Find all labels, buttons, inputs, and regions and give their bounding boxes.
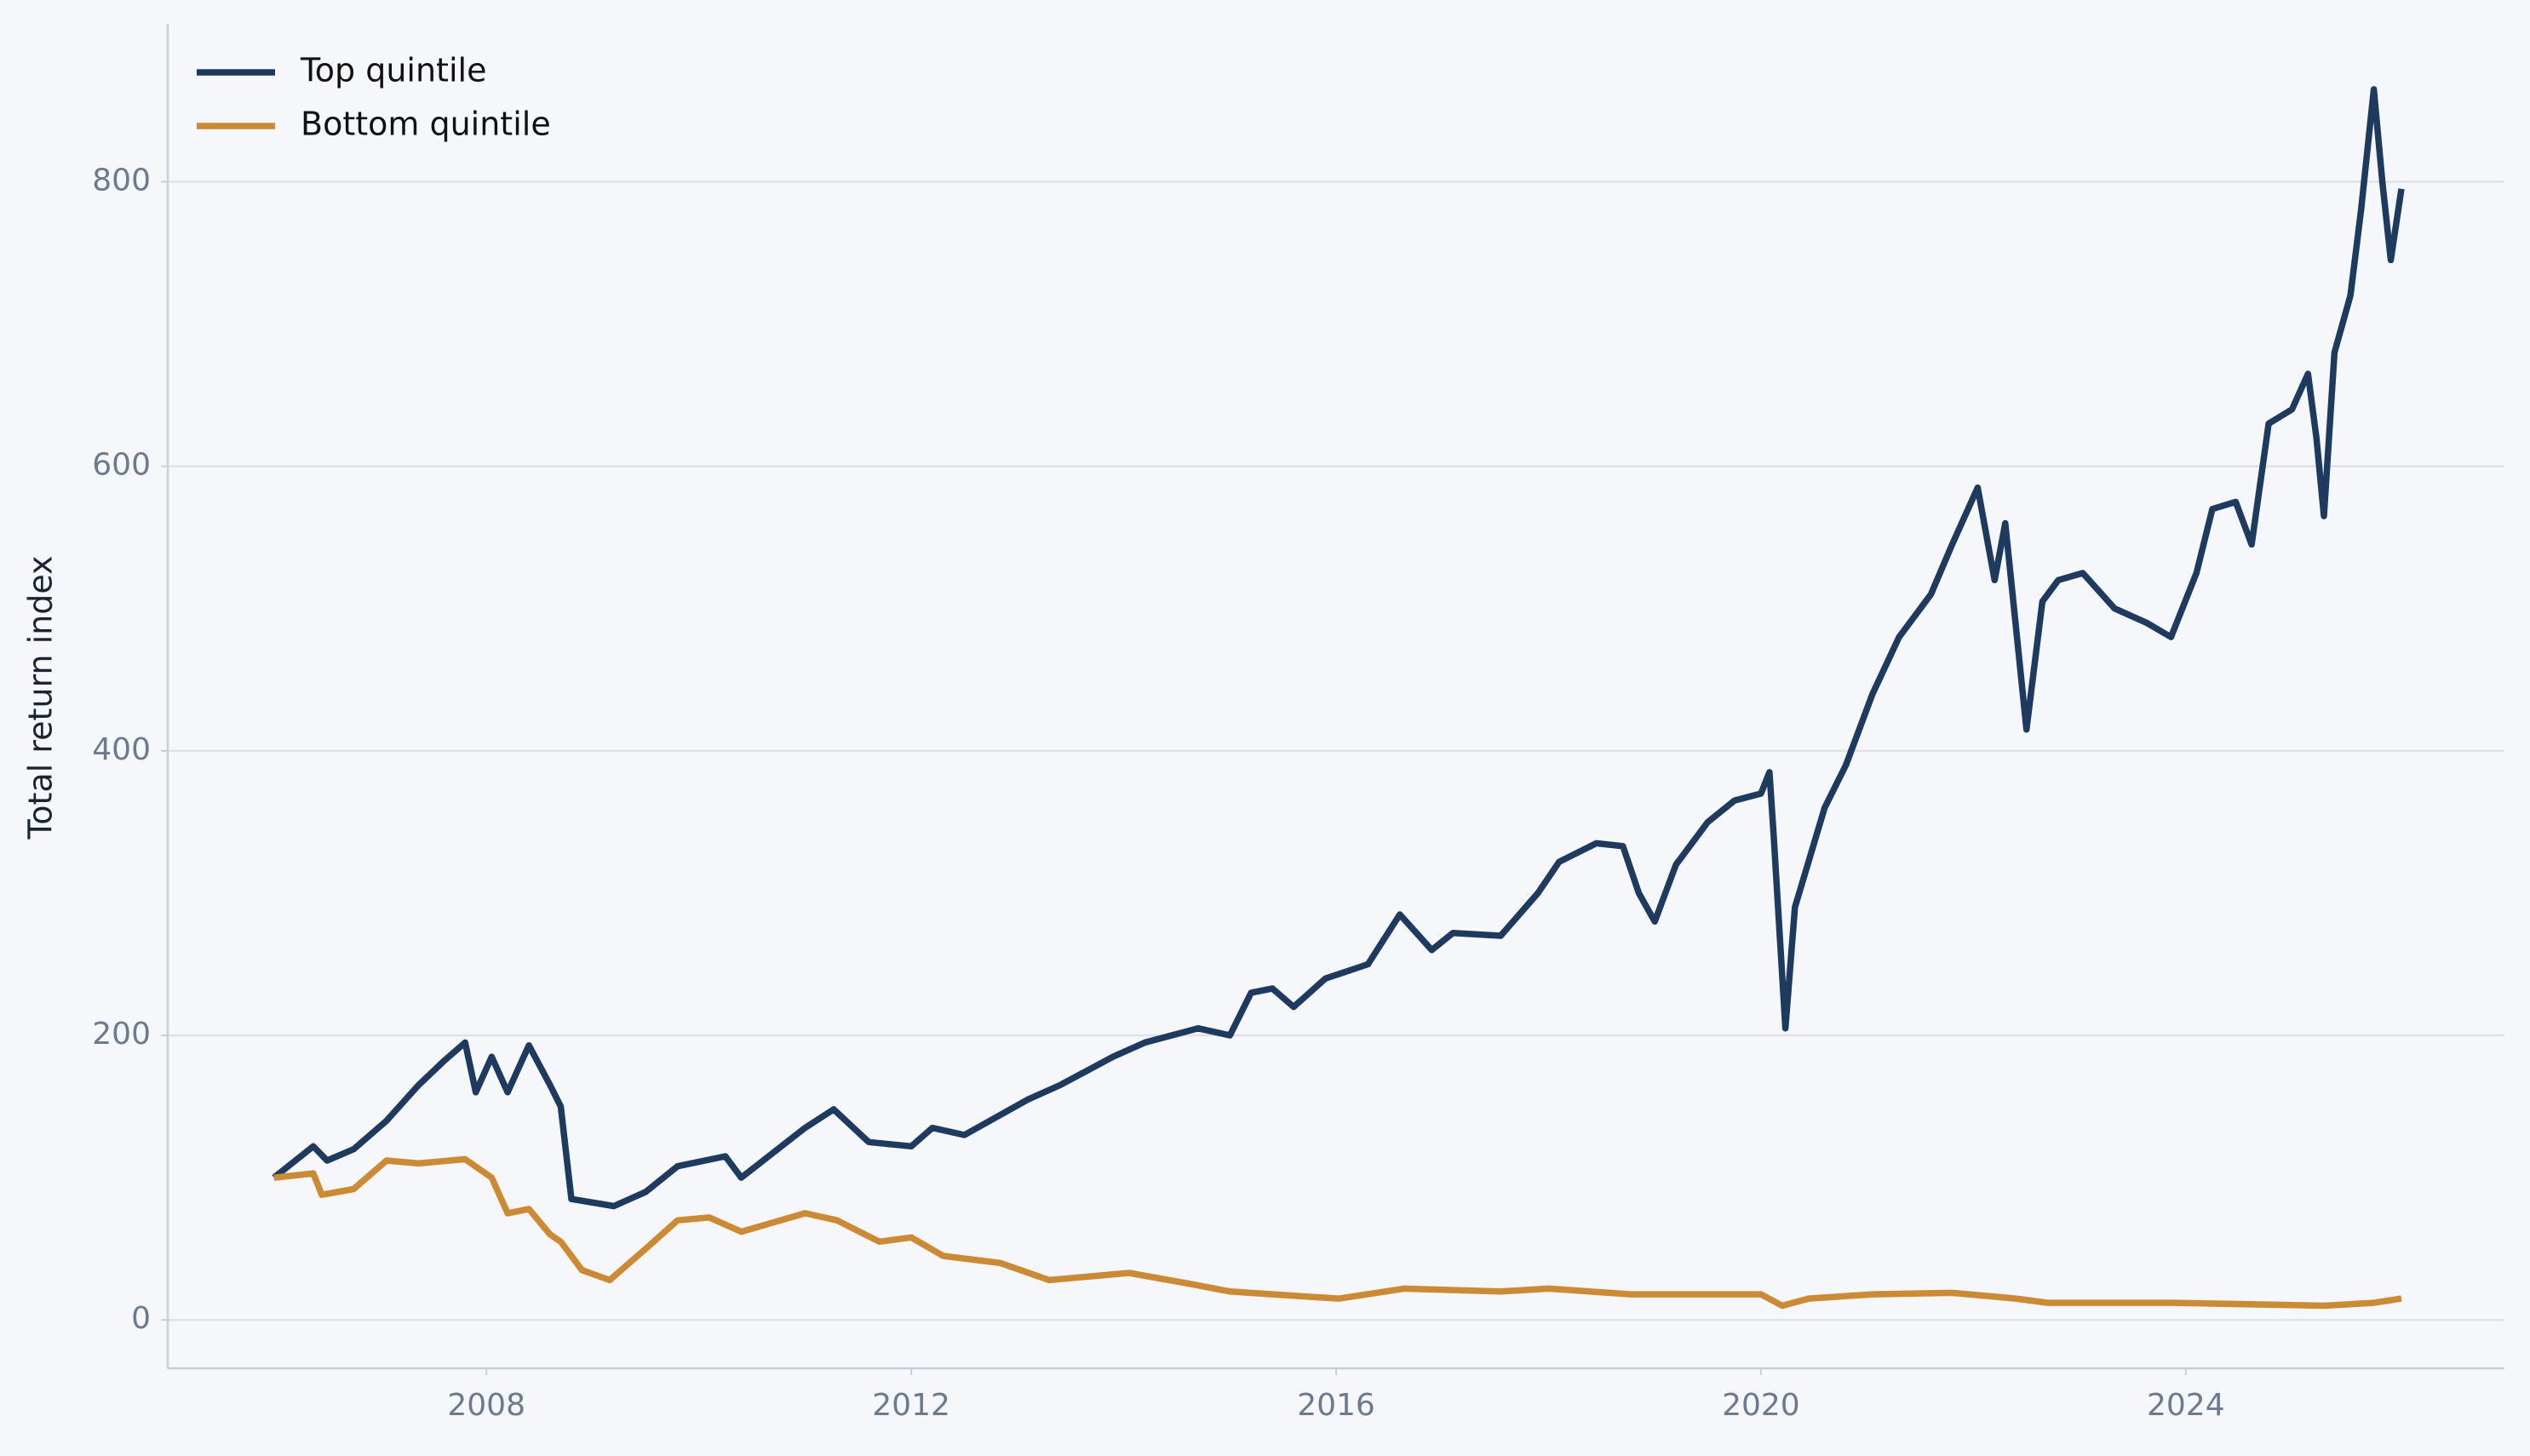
y-tick-label: 600 bbox=[92, 448, 151, 483]
x-tick-label: 2016 bbox=[1297, 1388, 1375, 1423]
series-line bbox=[273, 1155, 2402, 1310]
x-tick-label: 2020 bbox=[1722, 1388, 1800, 1423]
legend-label: Top quintile bbox=[300, 52, 486, 89]
series-line bbox=[272, 86, 2405, 1210]
y-tick-label: 200 bbox=[92, 1017, 151, 1052]
y-tick-label: 400 bbox=[92, 732, 151, 767]
y-tick-label: 0 bbox=[131, 1301, 151, 1336]
x-tick-label: 2024 bbox=[2147, 1388, 2225, 1423]
legend-label: Bottom quintile bbox=[301, 106, 551, 143]
x-tick-label: 2012 bbox=[872, 1388, 950, 1423]
y-tick-label: 800 bbox=[92, 163, 151, 198]
x-tick-label: 2008 bbox=[447, 1388, 525, 1423]
y-axis-label: Total return index bbox=[22, 555, 60, 840]
